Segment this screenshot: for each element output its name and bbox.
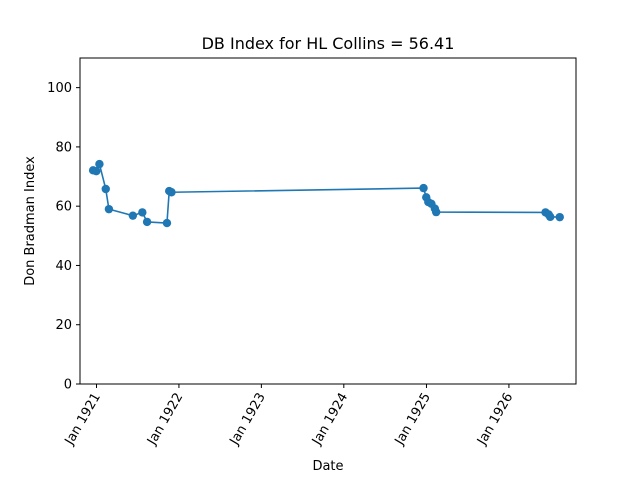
y-tick-label: 60 — [55, 200, 72, 215]
data-point — [546, 212, 555, 222]
data-point — [92, 167, 101, 176]
y-tick-label: 0 — [64, 378, 72, 393]
data-point — [104, 204, 114, 214]
y-tick-label: 100 — [47, 81, 72, 96]
data-point — [419, 183, 428, 193]
data-point — [167, 188, 176, 197]
y-axis-label: Don Bradman Index — [23, 156, 38, 286]
data-point — [138, 208, 147, 217]
y-tick-label: 40 — [55, 259, 72, 274]
y-axis: 0 20 40 60 80 100 — [47, 81, 80, 393]
plot-area — [88, 159, 564, 228]
data-point — [128, 211, 138, 220]
data-point — [142, 217, 152, 227]
data-point — [101, 184, 110, 194]
data-point — [162, 218, 172, 228]
data-point — [555, 212, 564, 222]
data-point — [95, 159, 104, 169]
x-axis-label: Date — [312, 459, 343, 474]
y-tick-label: 80 — [55, 140, 72, 155]
y-tick-label: 20 — [55, 318, 72, 333]
plot-frame — [79, 57, 577, 385]
data-point — [431, 207, 441, 217]
chart-title: DB Index for HL Collins = 56.41 — [202, 34, 455, 53]
